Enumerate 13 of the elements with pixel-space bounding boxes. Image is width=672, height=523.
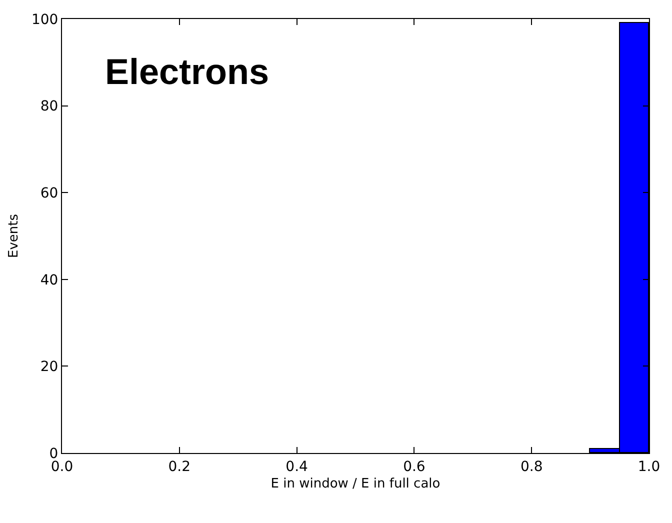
x-axis-title: E in window / E in full calo: [270, 476, 440, 492]
y-tick-label: 40: [40, 272, 58, 288]
x-tick-label: 0.6: [403, 458, 426, 475]
y-axis-title: Events: [6, 214, 22, 258]
annotation: Electrons: [105, 51, 270, 92]
y-tick-label: 80: [40, 98, 58, 115]
x-tick-label: 0.4: [286, 458, 308, 475]
x-tick-label: 1.0: [638, 458, 660, 475]
y-tick-label: 60: [40, 186, 58, 202]
y-tick-label: 100: [31, 12, 58, 28]
y-tick-label: 20: [40, 359, 58, 376]
x-tick-label: 0.8: [520, 458, 543, 475]
x-tick-label: 0.2: [168, 458, 191, 475]
